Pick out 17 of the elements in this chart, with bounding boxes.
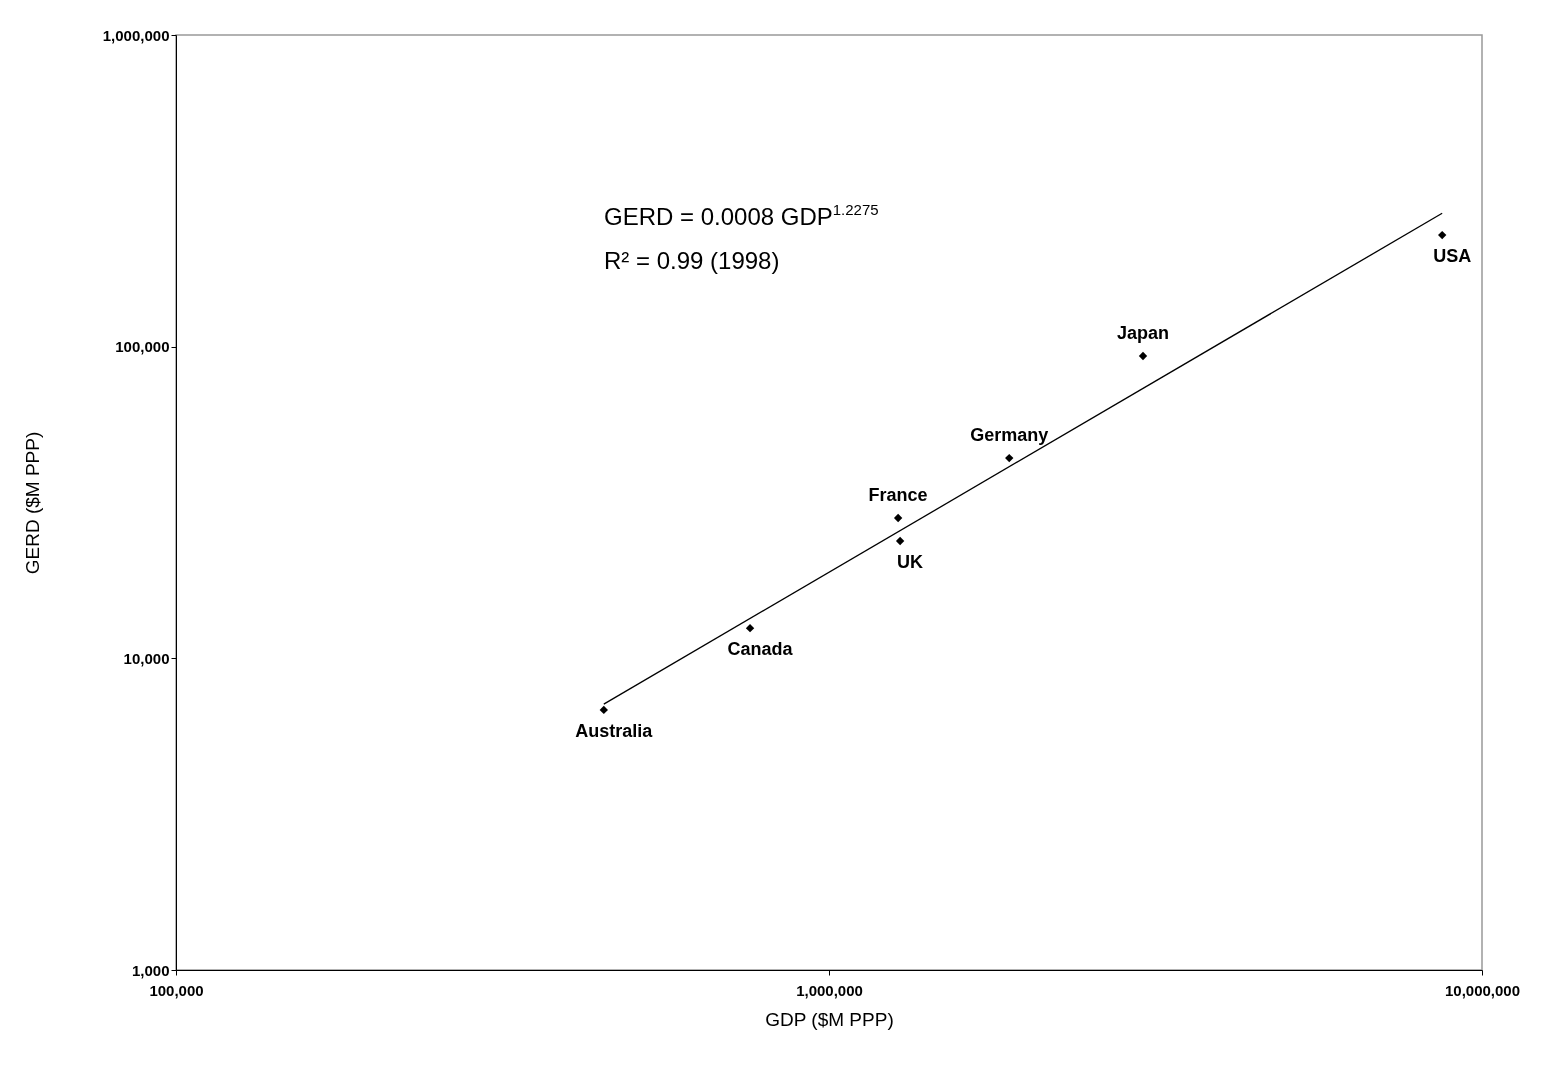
y-tick-label: 1,000,000 <box>102 26 170 44</box>
x-axis-title: GDP ($M PPP) <box>765 1008 894 1030</box>
y-tick-label: 1,000 <box>131 961 170 979</box>
annotation: France <box>868 485 928 506</box>
x-tick-label: 1,000,000 <box>796 981 863 999</box>
annotation: Germany <box>970 425 1049 446</box>
annotation: UK <box>897 551 924 572</box>
annotation: USA <box>1433 246 1472 267</box>
y-axis-title: GERD ($M PPP) <box>21 431 43 575</box>
y-tick-label: 100,000 <box>115 338 170 356</box>
annotation: Canada <box>727 639 794 660</box>
annotation: Australia <box>575 720 654 741</box>
annotation: Japan <box>1116 323 1170 344</box>
annotation: R² = 0.99 (1998) <box>604 247 780 274</box>
x-tick-label: 10,000,000 <box>1444 981 1521 999</box>
y-tick-label: 10,000 <box>123 649 170 667</box>
x-tick-label: 100,000 <box>149 981 204 999</box>
